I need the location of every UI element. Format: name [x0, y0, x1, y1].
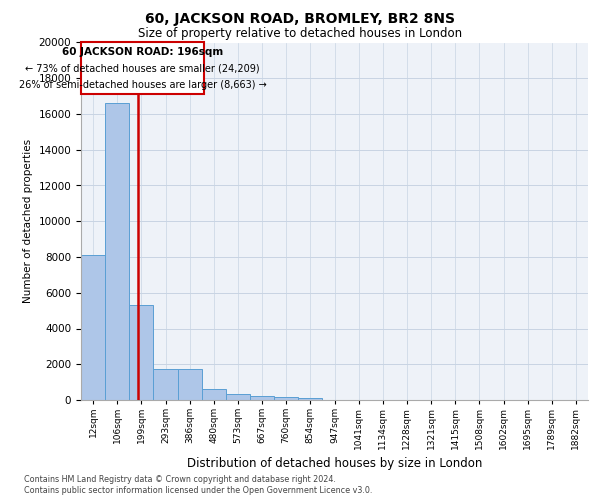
- Bar: [105, 104, 129, 400]
- Bar: [250, 396, 274, 400]
- Bar: [81, 255, 105, 400]
- Text: Contains public sector information licensed under the Open Government Licence v3: Contains public sector information licen…: [24, 486, 373, 495]
- Bar: [154, 368, 178, 400]
- Bar: [226, 394, 250, 400]
- Bar: [298, 398, 322, 400]
- Bar: [129, 306, 154, 400]
- Bar: [178, 368, 202, 400]
- Text: 26% of semi-detached houses are larger (8,663) →: 26% of semi-detached houses are larger (…: [19, 80, 266, 90]
- Bar: [274, 398, 298, 400]
- Y-axis label: Number of detached properties: Number of detached properties: [23, 139, 33, 304]
- Text: Contains HM Land Registry data © Crown copyright and database right 2024.: Contains HM Land Registry data © Crown c…: [24, 474, 336, 484]
- Text: ← 73% of detached houses are smaller (24,209): ← 73% of detached houses are smaller (24…: [25, 64, 260, 74]
- Text: 60 JACKSON ROAD: 196sqm: 60 JACKSON ROAD: 196sqm: [62, 48, 223, 58]
- X-axis label: Distribution of detached houses by size in London: Distribution of detached houses by size …: [187, 458, 482, 470]
- Text: Size of property relative to detached houses in London: Size of property relative to detached ho…: [138, 28, 462, 40]
- Bar: [202, 389, 226, 400]
- Text: 60, JACKSON ROAD, BROMLEY, BR2 8NS: 60, JACKSON ROAD, BROMLEY, BR2 8NS: [145, 12, 455, 26]
- FancyBboxPatch shape: [82, 42, 204, 94]
